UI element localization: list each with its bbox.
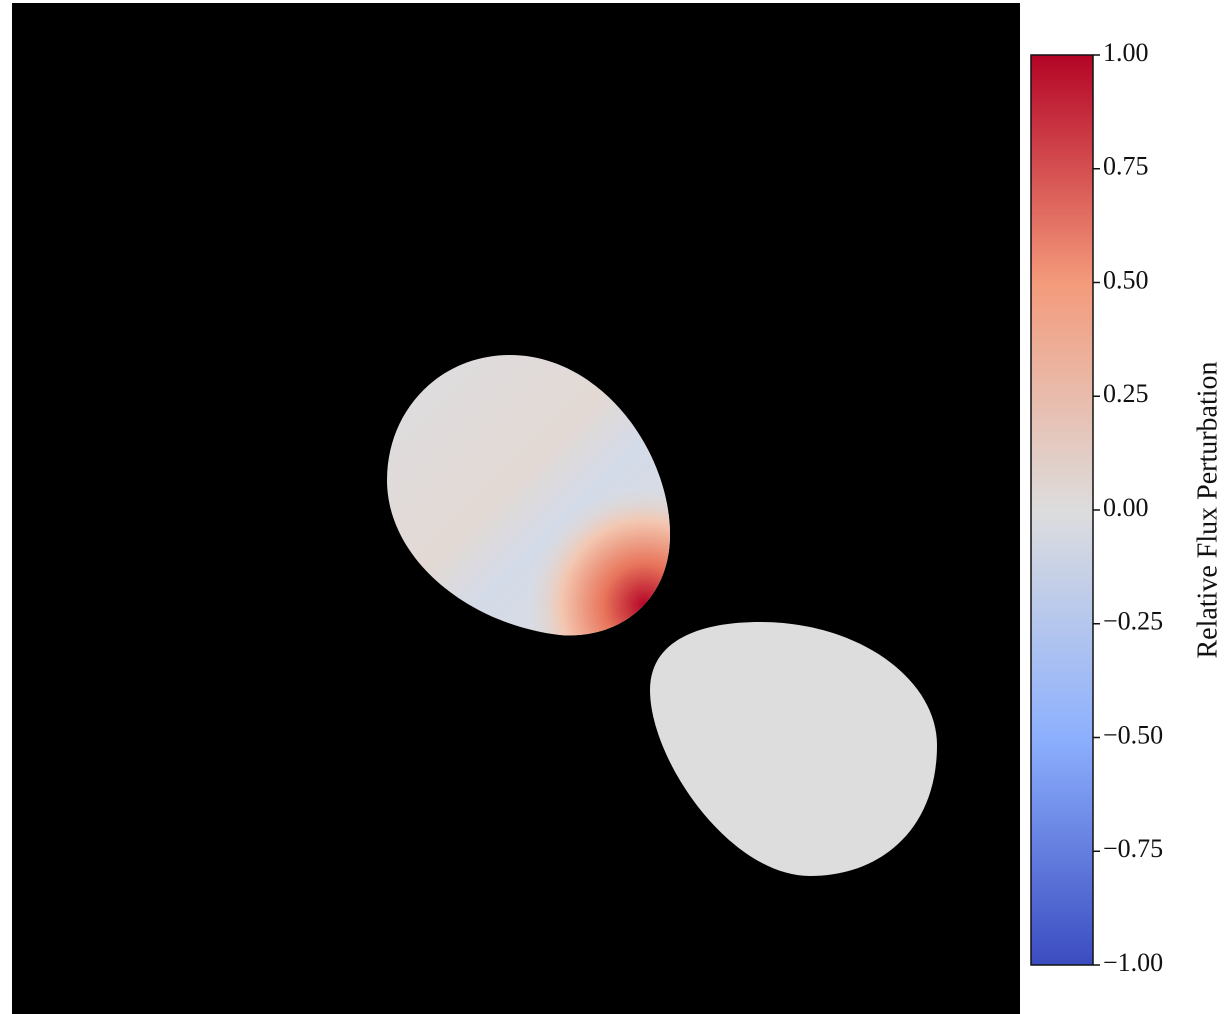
colorbar-tick-label: −0.75 — [1103, 834, 1163, 863]
colorbar-tick-label: −1.00 — [1103, 948, 1163, 977]
colorbar-tick-label: 0.00 — [1103, 493, 1149, 522]
colorbar-label: Relative Flux Perturbation — [1192, 361, 1223, 658]
colorbar — [1031, 55, 1093, 965]
colorbar-tick-label: −0.50 — [1103, 720, 1163, 749]
colorbar-tick-label: −0.25 — [1103, 607, 1163, 636]
figure: Relative Flux Perturbation −1.00 −0.75 −0.… — [0, 0, 1227, 1014]
colorbar-tick-label: 0.75 — [1103, 152, 1149, 181]
colorbar-tick-label: 0.50 — [1103, 265, 1149, 294]
page: {"chart_data": {"type": "image", "colorb… — [0, 0, 1227, 1014]
colorbar-tick-label: 1.00 — [1103, 38, 1149, 67]
colorbar-ticks: −1.00 −0.75 −0.50 −0.25 0.00 0.25 0.50 0.75 1.00 — [1093, 38, 1163, 977]
colorbar-tick-label: 0.25 — [1103, 379, 1149, 408]
